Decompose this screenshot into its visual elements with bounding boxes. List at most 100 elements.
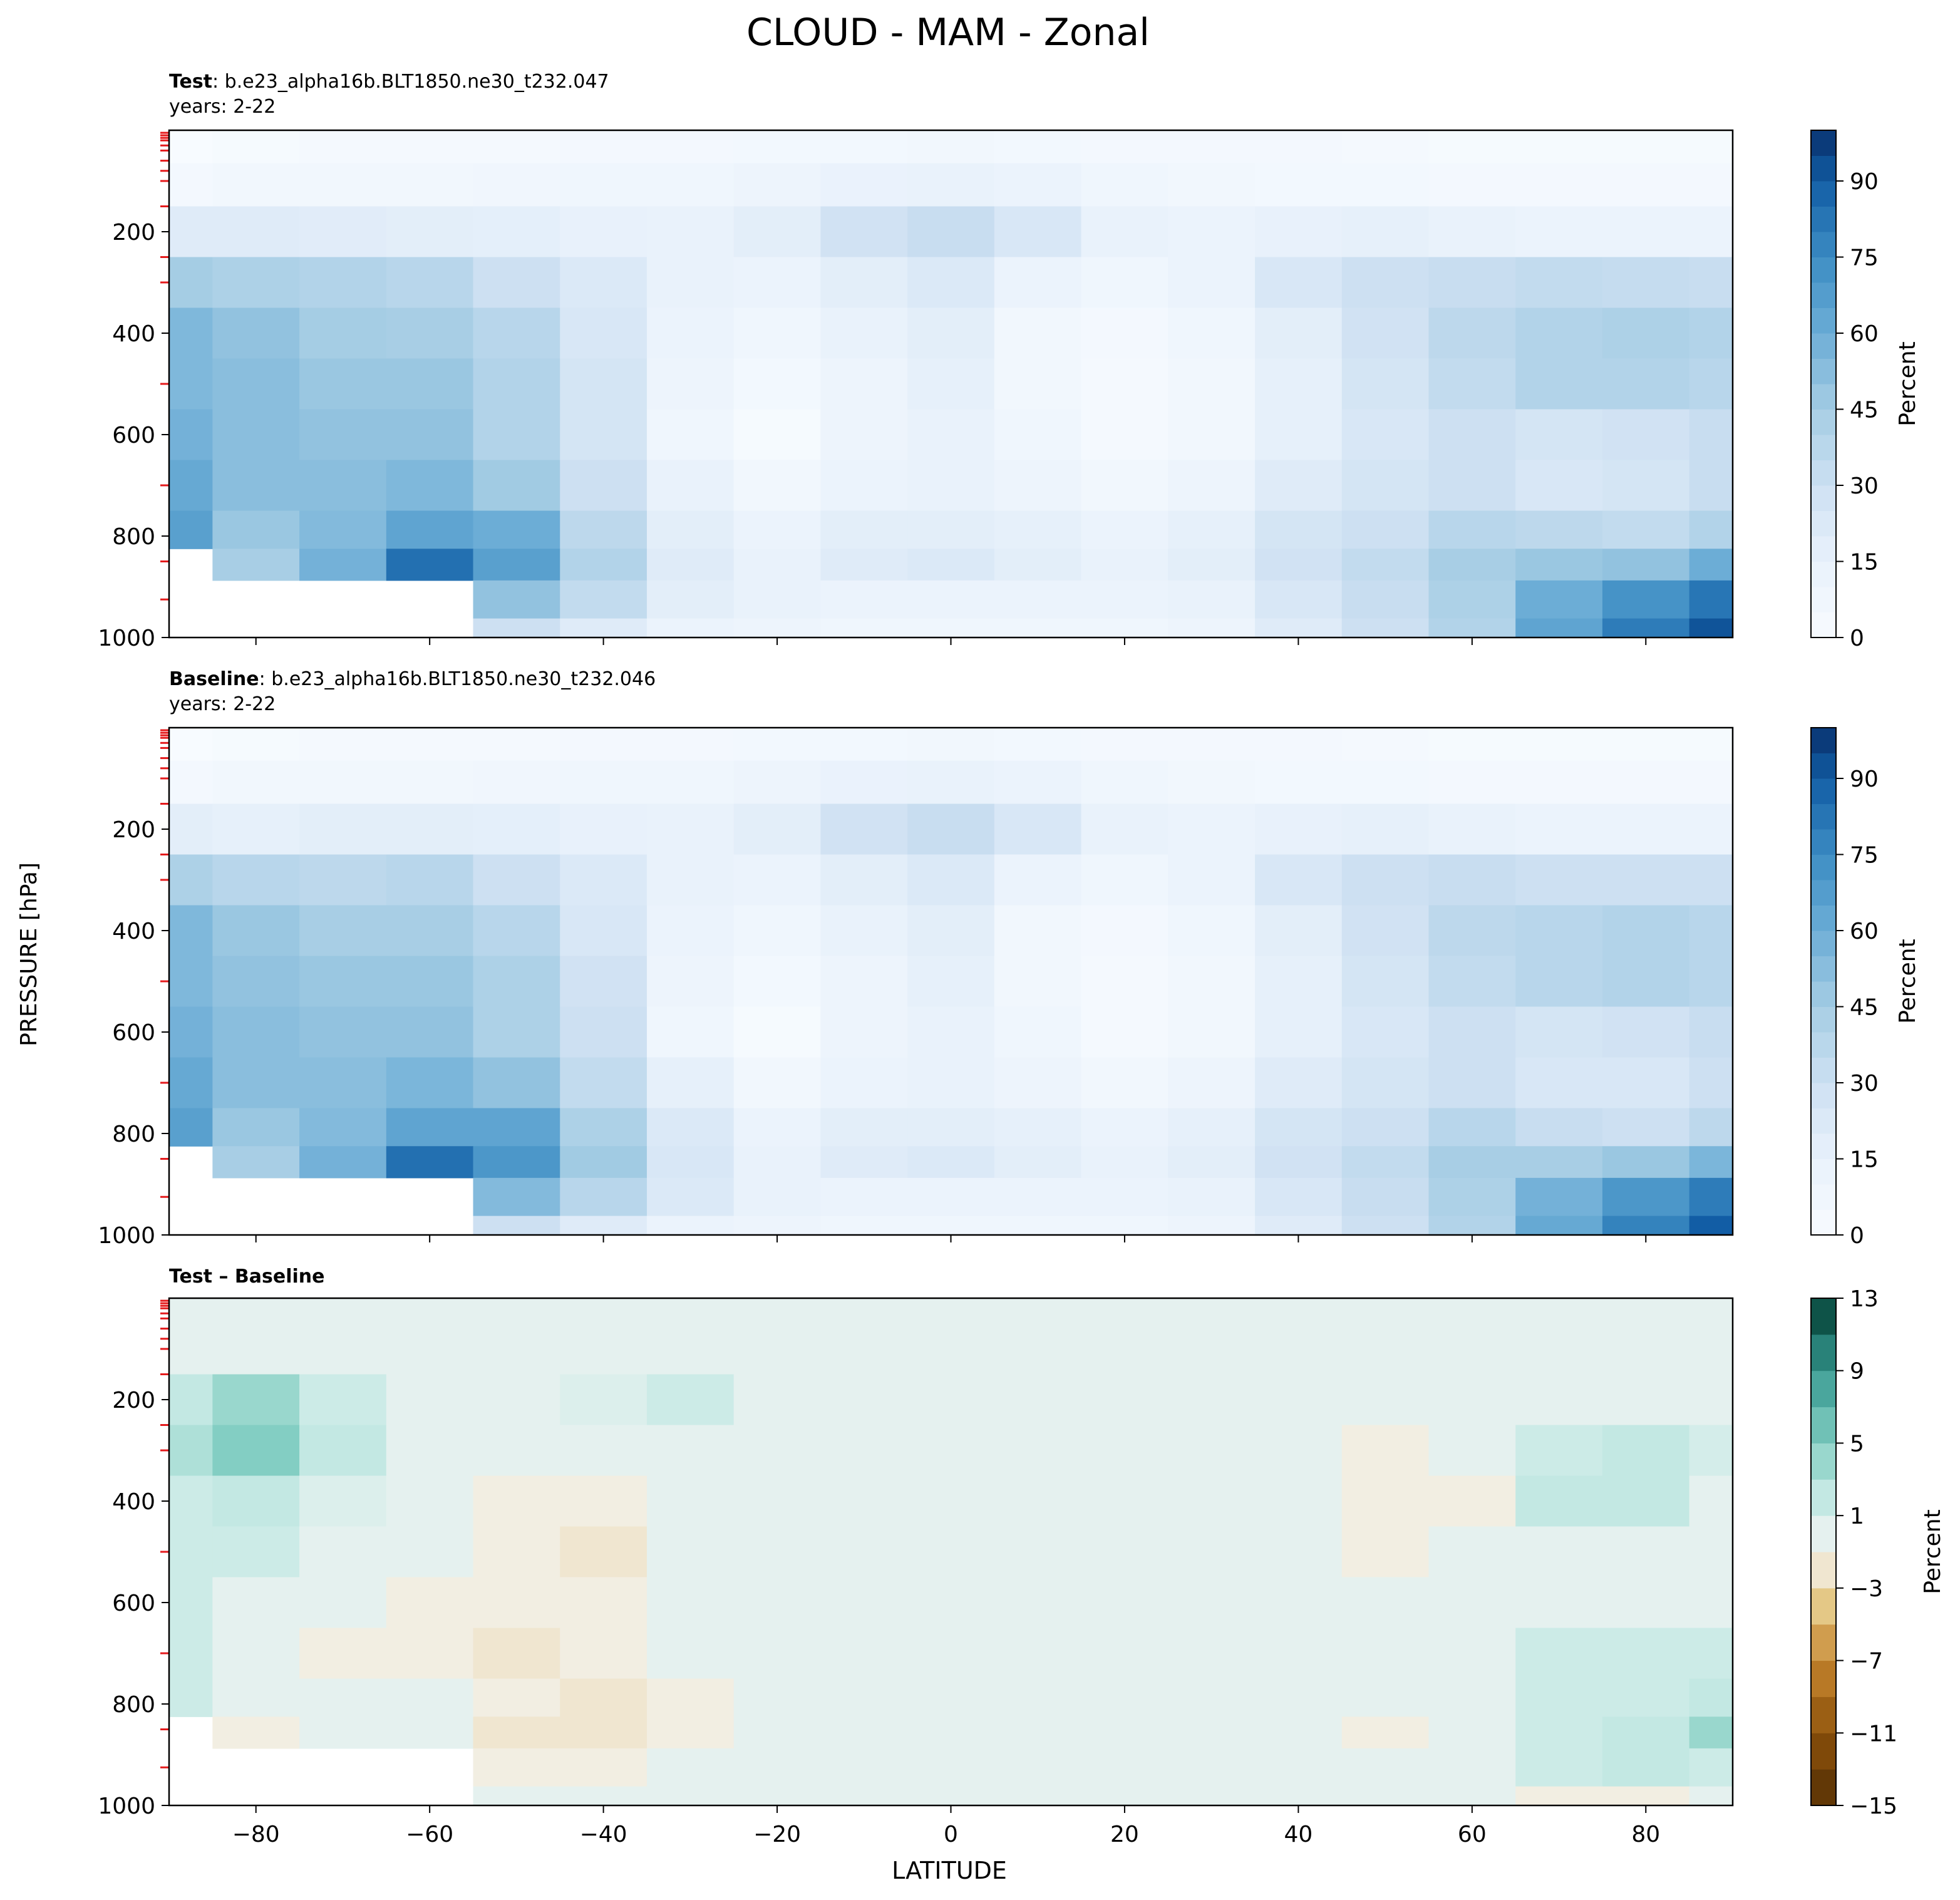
field-cell	[1341, 510, 1430, 549]
field-cell	[473, 1628, 560, 1680]
colorbar-band	[1811, 155, 1836, 182]
field-cell	[820, 1298, 908, 1332]
field-cell	[907, 1146, 995, 1179]
field-cell	[473, 549, 560, 581]
field-cell	[1602, 307, 1690, 359]
field-cell	[1168, 1526, 1256, 1578]
field-cell	[1689, 905, 1733, 957]
figure-xlabel: LATITUDE	[892, 1857, 1007, 1884]
x-tick-label: −20	[753, 1822, 801, 1847]
field-cell	[733, 1748, 822, 1787]
colorbar-band	[1811, 587, 1836, 612]
colorbar-tick-label: 75	[1850, 843, 1879, 869]
field-cell	[212, 409, 300, 461]
colorbar-tick-label: 90	[1850, 169, 1879, 195]
field-cell	[1168, 257, 1256, 309]
field-cell	[1168, 358, 1256, 410]
field-cell	[1168, 1331, 1256, 1375]
field-cell	[1689, 580, 1733, 619]
field-cell	[1255, 460, 1343, 512]
field-cell	[1515, 1425, 1603, 1477]
field-cell	[1428, 1717, 1516, 1749]
field-cell	[1689, 163, 1733, 207]
field-cell	[1081, 618, 1168, 638]
field-cell	[212, 1146, 300, 1179]
field-cell	[1689, 307, 1733, 359]
field-cell	[1689, 728, 1733, 762]
field-cell	[1168, 854, 1256, 906]
field-cell	[560, 1331, 647, 1375]
field-cell	[169, 956, 213, 1008]
field-cell	[560, 257, 647, 309]
field-cell	[212, 1425, 300, 1477]
field-cell	[299, 1717, 387, 1749]
field-cells	[169, 1298, 1733, 1806]
field-cell	[1341, 130, 1430, 164]
field-cell	[169, 130, 213, 164]
field-cell	[646, 549, 735, 581]
field-cells	[169, 130, 1733, 638]
field-cell	[560, 1628, 647, 1680]
field-cell	[169, 163, 213, 207]
x-tick-label: 20	[1110, 1822, 1139, 1847]
field-cell	[473, 358, 560, 410]
field-cell	[994, 1475, 1082, 1527]
field-cell	[169, 1331, 213, 1375]
field-cell	[1168, 1108, 1256, 1147]
colorbar-band	[1811, 1083, 1836, 1108]
field-cell	[1255, 1006, 1343, 1058]
colorbar-band	[1811, 1515, 1836, 1552]
field-cell	[212, 307, 300, 359]
field-cell	[560, 510, 647, 549]
panel-title-bold: Test	[169, 1266, 212, 1288]
field-cell	[1515, 1475, 1603, 1527]
y-tick-label: 600	[112, 1591, 155, 1616]
field-cell	[1081, 549, 1168, 581]
field-cell	[820, 580, 908, 619]
field-cell	[1081, 905, 1168, 957]
field-cell	[1515, 1216, 1603, 1236]
field-cell	[820, 1177, 908, 1217]
field-cell	[1515, 1748, 1603, 1787]
colorbar-band	[1811, 561, 1836, 587]
panel-title-bold: Test	[169, 71, 212, 93]
colorbar-tick-label: −11	[1850, 1721, 1897, 1747]
field-cell	[646, 1146, 735, 1179]
field-cell	[820, 618, 908, 638]
field-cell	[212, 163, 300, 207]
field-cell	[1515, 1577, 1603, 1629]
field-cell	[1081, 1628, 1168, 1680]
field-cell	[212, 905, 300, 957]
field-cell	[386, 1374, 474, 1426]
field-cell	[386, 1006, 474, 1058]
colorbar: 0 15 30 45 60 75 90 Percent	[1810, 130, 1921, 651]
field-cell	[212, 1717, 300, 1749]
panel-title: Test: b.e23_alpha16b.BLT1850.ne30_t232.0…	[169, 71, 609, 93]
colorbar-tick-label: 0	[1850, 1223, 1864, 1249]
field-cell	[733, 1216, 822, 1236]
field-cell	[1689, 257, 1733, 309]
field-cell	[560, 460, 647, 512]
field-cell	[1515, 1108, 1603, 1147]
colorbar-band	[1811, 1032, 1836, 1058]
field-cell	[560, 1108, 647, 1147]
field-cell	[1515, 1298, 1603, 1332]
y-tick-label: 200	[112, 817, 155, 843]
colorbar-band	[1811, 1588, 1836, 1625]
field-cell	[1168, 1628, 1256, 1680]
field-cell	[1689, 1786, 1733, 1806]
field-cell	[1428, 358, 1516, 410]
y-tick-label: 400	[112, 321, 155, 347]
field-cell	[473, 206, 560, 258]
field-cell	[1081, 460, 1168, 512]
field-cell	[646, 409, 735, 461]
field-cell	[1081, 1425, 1168, 1477]
field-cell	[1341, 1006, 1430, 1058]
field-cell	[1515, 1717, 1603, 1749]
field-cell	[820, 956, 908, 1008]
field-cell	[1341, 1678, 1430, 1717]
field-cell	[1081, 580, 1168, 619]
field-cell	[1168, 1577, 1256, 1629]
field-cell	[1081, 1177, 1168, 1217]
field-cell	[1081, 1108, 1168, 1147]
